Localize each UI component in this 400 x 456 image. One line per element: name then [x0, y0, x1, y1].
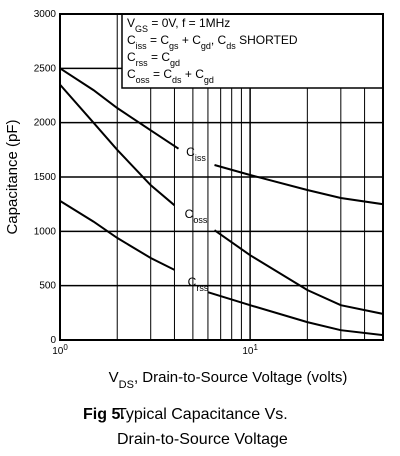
- subscript: gd: [204, 75, 214, 85]
- y-tick-label: 500: [39, 281, 56, 292]
- rich-text: Crss: [188, 275, 209, 293]
- y-tick-label: 1500: [34, 172, 57, 183]
- x-tick-label: 100: [52, 343, 68, 358]
- subscript: iss: [195, 153, 206, 163]
- text-part: + C: [182, 67, 205, 81]
- subscript: gd: [170, 58, 180, 68]
- caption-line: Drain-to-Source Voltage: [117, 431, 288, 448]
- rich-text: Ciss = Cgs + Cgd, Cds SHORTED: [127, 33, 298, 51]
- y-axis-label: Capacitance (pF): [4, 119, 21, 234]
- annotation-box: [121, 13, 384, 89]
- subscript: GS: [135, 24, 148, 34]
- series-line: [59, 67, 384, 206]
- x-tick-label: 101: [242, 343, 258, 358]
- text-part: SHORTED: [236, 33, 298, 47]
- y-tick-label: 1000: [34, 226, 57, 237]
- caption-fig: Fig 5.: [83, 406, 125, 423]
- caption-line: Typical Capacitance Vs.: [117, 406, 288, 423]
- text-part: C: [185, 207, 194, 221]
- tick-exponent: 1: [253, 343, 258, 352]
- rich-text: Coss: [185, 207, 208, 225]
- subscript: rss: [136, 58, 148, 68]
- subscript: rss: [196, 283, 208, 293]
- rich-text: VDS, Drain-to-Source Voltage (volts): [109, 369, 348, 391]
- subscript: DS: [119, 379, 134, 391]
- rich-text: Crss = Cgd: [127, 50, 180, 68]
- subscript: ds: [226, 41, 236, 51]
- rich-text: Coss = Cds + Cgd: [127, 67, 214, 85]
- tick-base: 10: [242, 346, 254, 357]
- subscript: gs: [169, 41, 179, 51]
- text-part: = C: [147, 33, 170, 47]
- y-tick-label: 3000: [34, 9, 57, 20]
- text-part: , C: [211, 33, 227, 47]
- rich-text: VGS = 0V, f = 1MHz: [127, 16, 230, 34]
- y-tick-label: 0: [50, 335, 56, 346]
- text-part: = C: [148, 50, 171, 64]
- text-part: V: [127, 16, 135, 30]
- tick-exponent: 0: [63, 343, 68, 352]
- y-tick-label: 2000: [34, 118, 57, 129]
- subscript: ds: [172, 75, 182, 85]
- subscript: iss: [136, 41, 147, 51]
- subscript: gd: [201, 41, 211, 51]
- text-part: = C: [150, 67, 173, 81]
- text-part: C: [127, 50, 136, 64]
- series-line: [59, 200, 384, 337]
- text-part: C: [127, 67, 136, 81]
- subscript: oss: [193, 215, 208, 225]
- text-part: C: [127, 33, 136, 47]
- text-part: = 0V, f = 1MHz: [148, 16, 230, 30]
- text-part: C: [188, 275, 197, 289]
- text-part: C: [186, 145, 195, 159]
- subscript: oss: [136, 75, 151, 85]
- tick-base: 10: [52, 346, 64, 357]
- text-part: V: [109, 369, 119, 386]
- text-part: + C: [179, 33, 202, 47]
- text-part: , Drain-to-Source Voltage (volts): [134, 369, 347, 386]
- y-tick-label: 2500: [34, 63, 57, 74]
- rich-text: Ciss: [186, 145, 206, 163]
- series-line: [59, 83, 384, 315]
- plot-frame: [59, 13, 384, 341]
